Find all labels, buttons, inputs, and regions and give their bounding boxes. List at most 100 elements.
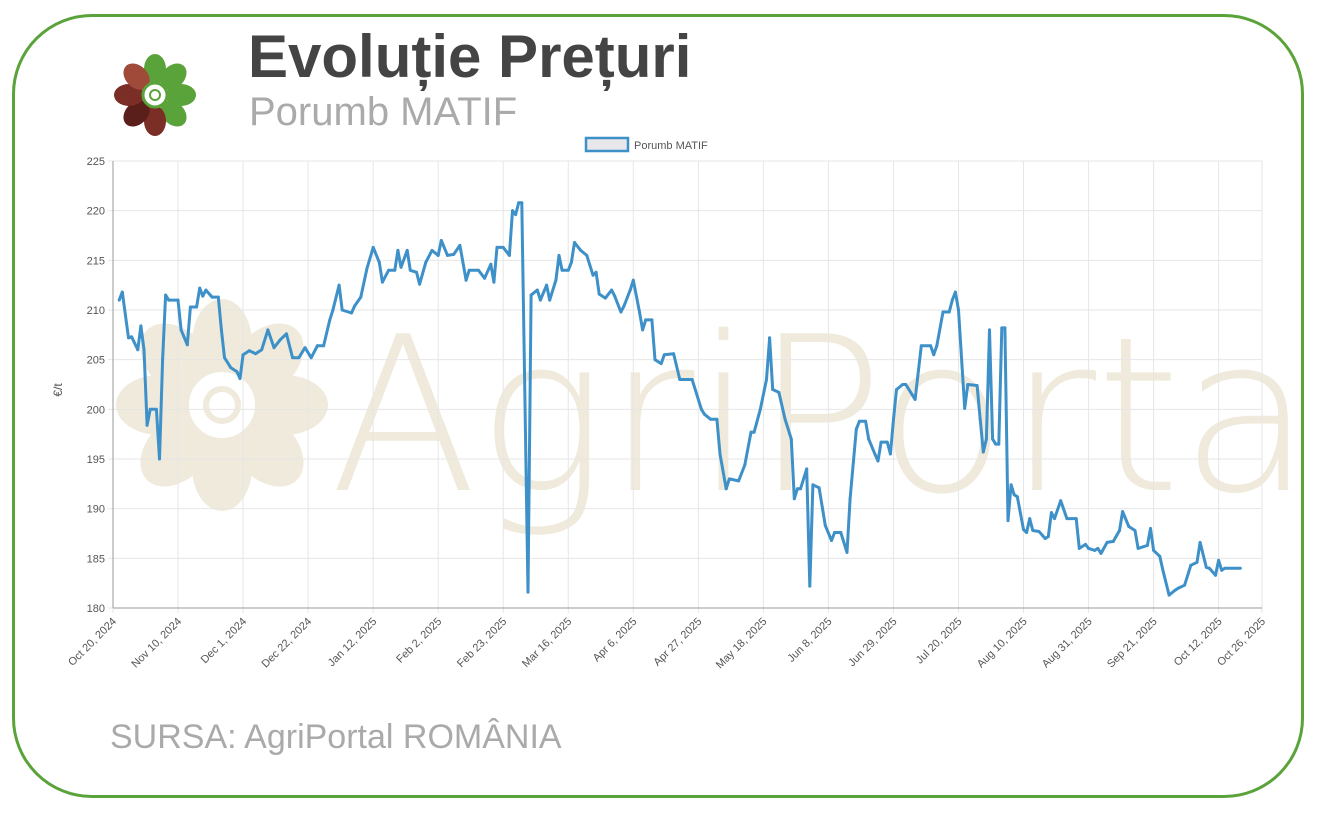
data-point[interactable] [315,344,319,348]
data-point[interactable] [1105,540,1109,544]
data-point[interactable] [396,248,400,252]
data-point[interactable] [737,479,741,483]
data-point[interactable] [919,344,923,348]
data-point[interactable] [235,370,239,374]
data-point[interactable] [795,487,799,491]
data-point[interactable] [1093,548,1097,552]
data-point[interactable] [1176,586,1180,590]
data-point[interactable] [966,383,970,386]
data-point[interactable] [554,278,558,282]
data-point[interactable] [1145,543,1149,547]
data-point[interactable] [241,353,245,357]
data-point[interactable] [854,427,858,431]
data-point[interactable] [222,356,226,360]
data-point[interactable] [154,407,158,411]
data-point[interactable] [1049,511,1053,515]
data-point[interactable] [492,280,496,284]
data-point[interactable] [808,584,812,588]
data-point[interactable] [839,531,843,535]
data-point[interactable] [161,358,165,362]
data-point[interactable] [380,280,384,284]
data-point[interactable] [690,378,694,382]
data-point[interactable] [1158,554,1162,558]
data-point[interactable] [1204,565,1208,569]
data-point[interactable] [953,290,957,294]
data-point[interactable] [904,383,908,386]
data-point[interactable] [703,412,707,416]
data-point[interactable] [885,440,889,444]
data-point[interactable] [517,201,521,205]
data-point[interactable] [445,253,449,257]
data-point[interactable] [799,487,803,491]
data-point[interactable] [895,387,899,391]
data-point[interactable] [879,440,883,444]
data-point[interactable] [644,318,648,322]
data-point[interactable] [520,201,524,205]
data-point[interactable] [1099,551,1103,555]
data-point[interactable] [811,483,815,487]
data-point[interactable] [771,387,775,391]
data-point[interactable] [631,278,635,282]
data-point[interactable] [1214,573,1218,577]
data-point[interactable] [464,278,468,282]
data-point[interactable] [145,423,149,427]
data-point[interactable] [359,295,363,299]
data-point[interactable] [436,253,440,257]
data-point[interactable] [247,349,251,353]
data-point[interactable] [1022,528,1026,532]
data-point[interactable] [1220,568,1224,572]
data-point[interactable] [229,366,233,370]
data-point[interactable] [610,288,614,292]
data-point[interactable] [157,457,161,461]
data-point[interactable] [538,298,542,302]
data-point[interactable] [1111,539,1115,543]
data-point[interactable] [204,288,208,292]
data-point[interactable] [424,260,428,264]
data-point[interactable] [752,430,756,434]
data-point[interactable] [136,348,140,352]
data-point[interactable] [724,487,728,491]
data-point[interactable] [210,295,214,299]
data-point[interactable] [387,268,391,272]
data-point[interactable] [1074,517,1078,521]
data-point[interactable] [415,270,419,274]
data-point[interactable] [511,209,515,213]
data-point[interactable] [495,245,499,249]
data-point[interactable] [393,268,397,272]
data-point[interactable] [727,477,731,481]
data-point[interactable] [991,437,995,441]
data-point[interactable] [1025,531,1029,535]
data-point[interactable] [1083,542,1087,546]
data-point[interactable] [997,442,1001,446]
data-point[interactable] [260,348,264,352]
data-point[interactable] [572,240,576,244]
data-point[interactable] [1149,527,1153,531]
data-point[interactable] [164,293,168,297]
data-point[interactable] [526,590,530,594]
data-point[interactable] [548,298,552,302]
data-point[interactable] [253,352,257,356]
data-point[interactable] [566,268,570,272]
data-point[interactable] [1173,588,1177,592]
data-point[interactable] [476,268,480,272]
data-point[interactable] [718,452,722,456]
data-point[interactable] [1052,517,1056,521]
data-point[interactable] [628,288,632,292]
data-point[interactable] [1012,493,1016,497]
data-point[interactable] [637,310,641,314]
data-point[interactable] [1167,593,1171,597]
data-point[interactable] [891,417,895,421]
data-point[interactable] [297,356,301,360]
data-point[interactable] [219,328,223,332]
data-point[interactable] [439,238,443,242]
data-point[interactable] [1195,560,1199,564]
data-point[interactable] [848,497,852,501]
data-point[interactable] [1087,546,1091,550]
data-point[interactable] [545,283,549,287]
data-point[interactable] [303,346,307,350]
data-point[interactable] [458,243,462,247]
data-point[interactable] [467,268,471,272]
data-point[interactable] [216,295,220,299]
data-point[interactable] [1198,540,1202,544]
data-point[interactable] [777,390,781,394]
